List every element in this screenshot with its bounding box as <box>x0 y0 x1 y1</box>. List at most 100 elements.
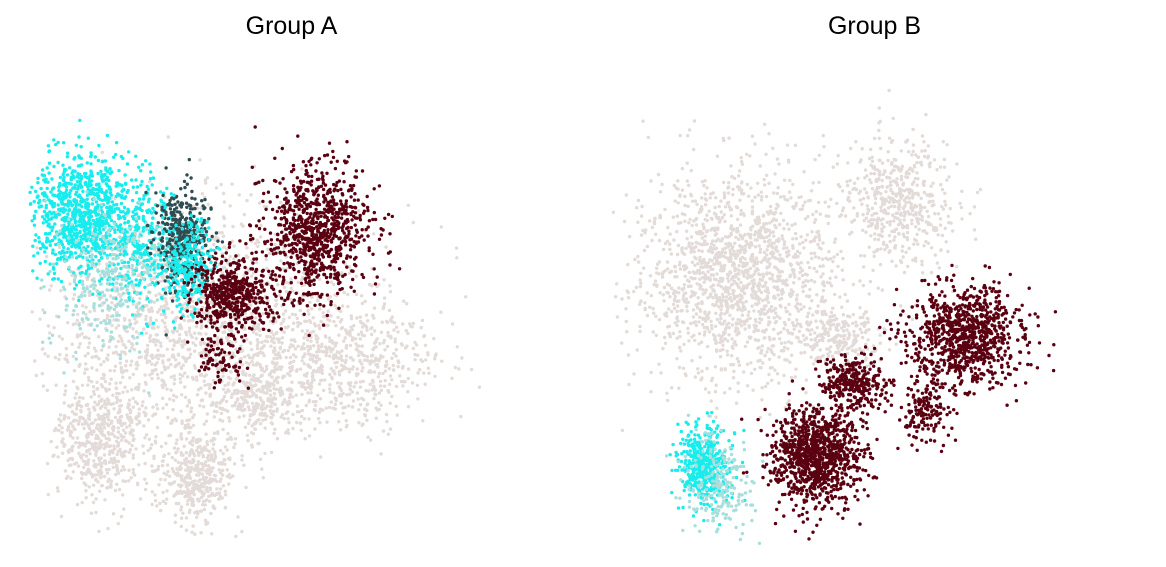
cell-point <box>321 408 325 412</box>
cell-point <box>477 385 482 389</box>
cell-point <box>180 307 184 311</box>
cell-point <box>312 344 316 348</box>
cell-point <box>92 328 97 332</box>
cell-point <box>104 322 108 326</box>
cell-point <box>148 446 153 451</box>
cell-point <box>455 345 459 349</box>
cell-point <box>239 222 244 226</box>
cell-point <box>148 339 152 343</box>
cell-point <box>290 395 295 399</box>
cell-point <box>130 263 135 268</box>
cell-point <box>203 342 207 346</box>
cell-point <box>457 367 461 371</box>
cell-point <box>124 195 128 199</box>
cell-point <box>272 402 277 406</box>
cell-point <box>332 353 336 357</box>
cell-point <box>104 468 109 472</box>
cell-point <box>62 210 66 214</box>
cell-point <box>126 305 130 309</box>
cell-point <box>145 184 149 189</box>
cell-point <box>317 277 322 281</box>
cell-point <box>110 170 114 174</box>
cell-point <box>222 224 227 228</box>
cell-point <box>116 471 121 475</box>
cell-point <box>261 418 265 422</box>
cell-point <box>277 353 282 358</box>
cell-point <box>42 285 46 289</box>
cell-point <box>42 209 47 214</box>
cell-point <box>385 319 389 324</box>
cell-point <box>421 419 425 423</box>
cell-point <box>186 319 191 323</box>
cell-point <box>99 175 104 179</box>
cell-point <box>45 461 50 466</box>
cell-point <box>37 200 41 205</box>
cell-point <box>160 318 165 323</box>
cell-point <box>336 356 340 360</box>
cell-point <box>277 340 281 344</box>
cell-point <box>110 448 115 453</box>
cell-point <box>173 213 177 218</box>
cell-point <box>114 326 118 330</box>
cell-point <box>68 269 73 274</box>
cell-point <box>323 345 328 349</box>
cell-point <box>222 200 227 204</box>
cell-point <box>303 437 307 441</box>
cell-point <box>155 403 159 407</box>
cell-point <box>127 468 131 472</box>
cell-point <box>95 368 99 372</box>
cell-point <box>184 528 189 532</box>
cell-point <box>108 318 112 323</box>
cell-point <box>199 468 203 472</box>
cell-point <box>290 380 294 384</box>
cell-point <box>101 423 106 427</box>
cell-point <box>80 270 84 275</box>
cell-point <box>122 253 126 257</box>
cell-point <box>353 337 358 341</box>
cell-point <box>360 369 364 373</box>
cell-point <box>129 341 134 346</box>
cell-point <box>56 203 60 207</box>
cell-point <box>225 247 229 251</box>
cell-point <box>204 332 208 336</box>
cell-point <box>103 194 107 199</box>
cell-point <box>144 227 149 232</box>
cell-point <box>279 386 283 390</box>
cell-point <box>87 336 91 341</box>
cell-point <box>59 419 63 423</box>
cell-point <box>132 217 136 221</box>
cell-point <box>96 445 100 449</box>
cell-point <box>97 416 102 420</box>
cell-point <box>51 186 56 190</box>
cell-point <box>93 155 98 159</box>
cell-point <box>215 342 220 346</box>
cell-point <box>198 211 202 215</box>
cell-point <box>260 467 264 471</box>
cell-point <box>149 277 153 282</box>
cell-point <box>41 347 45 351</box>
cell-point <box>170 481 175 485</box>
cell-point <box>233 354 237 358</box>
cell-point <box>125 299 129 303</box>
cell-point <box>348 387 352 392</box>
cell-point <box>191 423 196 427</box>
cell-point <box>216 431 220 436</box>
cell-point <box>46 492 50 497</box>
cell-point <box>125 389 130 394</box>
cell-point <box>396 365 400 369</box>
cell-point <box>227 258 231 262</box>
cell-point <box>325 323 329 328</box>
cell-point <box>215 479 219 484</box>
cell-point <box>195 393 200 397</box>
cell-point <box>97 399 102 403</box>
cell-point <box>274 376 278 381</box>
cell-point <box>189 406 194 410</box>
cell-point <box>78 342 82 346</box>
cell-point <box>159 258 163 262</box>
cluster-background_cells-4 <box>214 356 319 441</box>
cell-point <box>113 275 118 279</box>
cell-point <box>32 223 37 227</box>
cell-point <box>258 350 262 354</box>
cell-point <box>303 283 307 287</box>
cell-point <box>134 154 138 158</box>
